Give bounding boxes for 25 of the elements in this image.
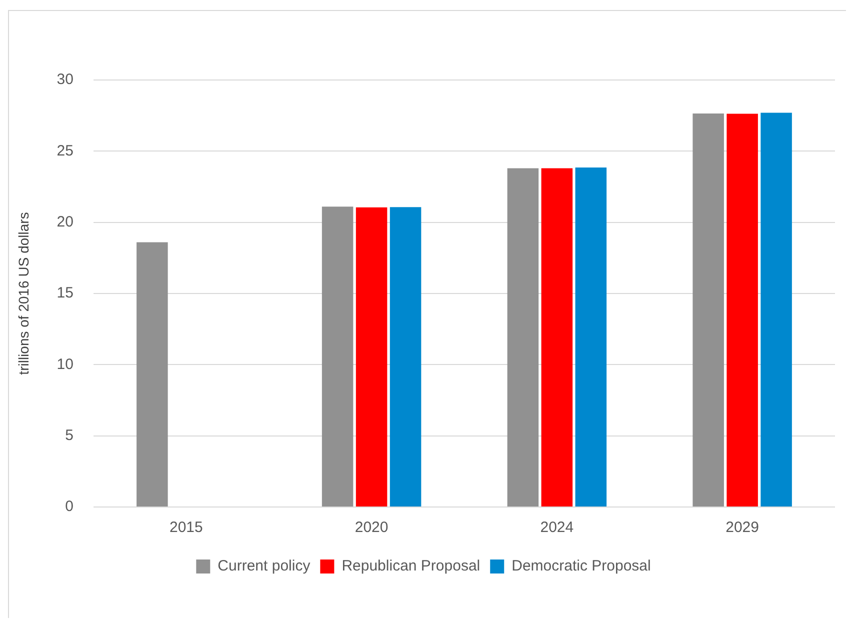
bar	[390, 207, 422, 506]
x-tick-label: 2020	[354, 519, 388, 536]
y-tick-label: 25	[56, 142, 74, 160]
y-tick-label: 30	[56, 71, 74, 88]
bar	[356, 207, 388, 506]
bar	[507, 168, 539, 506]
legend-label: Republican Proposal	[342, 558, 480, 575]
legend-label: Current policy	[218, 558, 311, 575]
bar	[575, 168, 607, 506]
bar	[726, 114, 758, 506]
y-axis-title: trillions of 2016 US dollars	[15, 212, 32, 375]
y-tick-label: 5	[65, 426, 74, 444]
legend-label: Democratic Proposal	[512, 558, 651, 575]
bar	[692, 113, 724, 506]
bar	[541, 168, 573, 506]
x-tick-label: 2015	[169, 519, 203, 536]
x-tick-label: 2029	[726, 519, 759, 536]
bar	[136, 242, 168, 506]
bar	[322, 206, 354, 506]
y-tick-label: 20	[56, 213, 74, 230]
x-tick-label: 2024	[540, 519, 574, 536]
bar	[760, 112, 792, 506]
y-tick-label: 15	[56, 284, 74, 302]
y-tick-label: 10	[56, 356, 74, 373]
y-tick-label: 0	[65, 498, 74, 516]
